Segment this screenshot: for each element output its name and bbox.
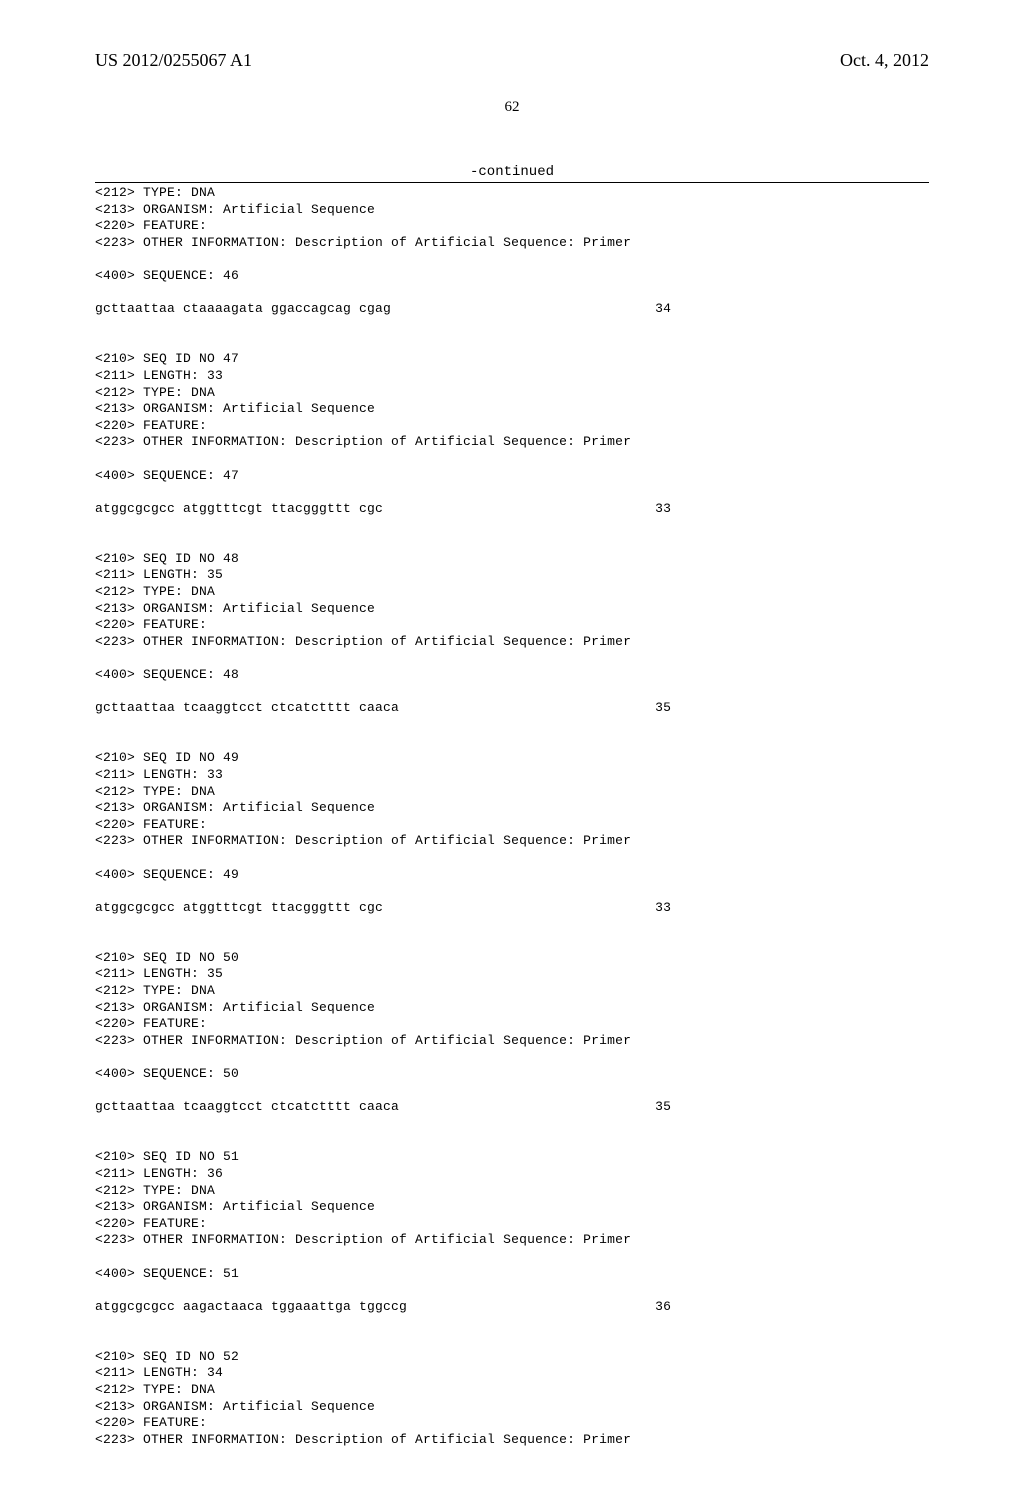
page-container: US 2012/0255067 A1 Oct. 4, 2012 62 -cont… [0,0,1024,1489]
sequence-listing: <212> TYPE: DNA <213> ORGANISM: Artifici… [95,185,929,1449]
header-row: US 2012/0255067 A1 Oct. 4, 2012 [95,50,929,71]
top-rule [95,182,929,183]
page-number: 62 [95,99,929,116]
publication-date: Oct. 4, 2012 [840,50,929,71]
publication-number: US 2012/0255067 A1 [95,50,252,71]
continued-label: -continued [95,164,929,180]
